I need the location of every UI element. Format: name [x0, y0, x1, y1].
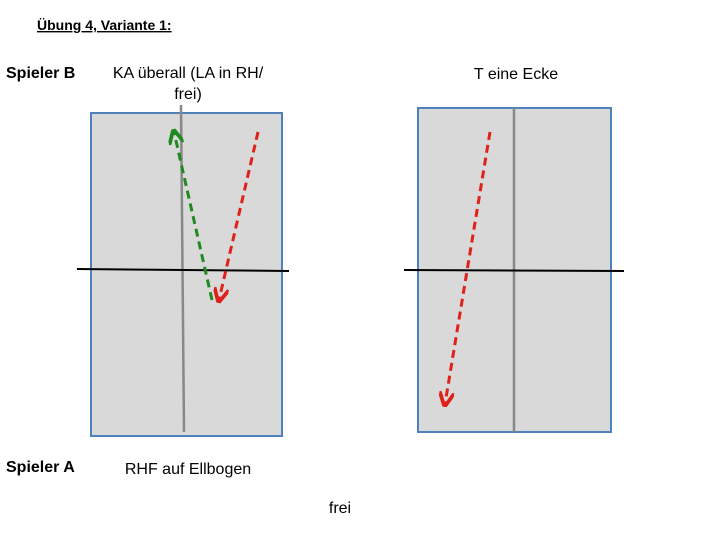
footer-note: frei	[329, 500, 351, 517]
net	[403, 269, 625, 272]
player-b-left-line1: KA überall (LA in RH/	[113, 65, 264, 82]
player-a-instruction: RHF auf Ellbogen	[125, 461, 251, 478]
arrow-red	[445, 131, 492, 404]
arrow-green	[174, 132, 214, 301]
player-b-name: Spieler B	[6, 65, 75, 82]
net	[76, 268, 290, 272]
player-b-right: T eine Ecke	[474, 66, 558, 83]
player-b-left-line2: frei)	[174, 86, 202, 103]
arrow-red	[219, 131, 260, 300]
player-a-name: Spieler A	[6, 459, 75, 476]
title: Übung 4, Variante 1:	[37, 17, 172, 33]
table-left	[90, 112, 283, 437]
